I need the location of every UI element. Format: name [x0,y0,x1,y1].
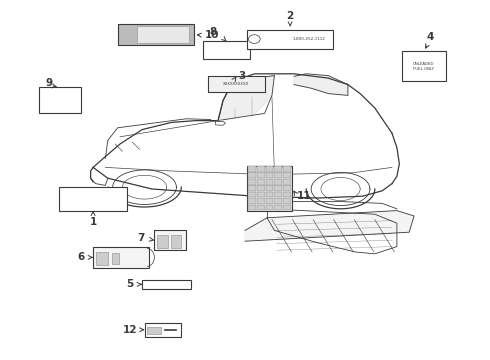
Bar [112,253,119,264]
Bar [154,230,186,250]
Bar [257,198,265,204]
Bar [283,198,291,204]
Bar [402,51,446,81]
Bar [203,41,250,59]
Bar [208,76,265,92]
Bar [171,235,181,248]
Bar [283,185,291,191]
Bar [59,187,127,211]
Polygon shape [113,170,176,204]
Bar [147,327,161,334]
Bar [274,185,282,191]
Bar [283,166,291,172]
Bar [257,185,265,191]
Bar [39,87,81,113]
Bar [274,204,282,210]
Text: 2: 2 [287,11,294,21]
Bar [266,204,273,210]
Bar [257,192,265,197]
Bar [248,185,256,191]
Polygon shape [294,74,348,95]
Bar [274,179,282,185]
Text: XXXXXXXXXX: XXXXXXXXXX [223,82,249,86]
Bar [247,166,292,211]
Bar [266,172,273,178]
Text: 1: 1 [90,217,97,227]
Bar [283,172,291,178]
Text: 10: 10 [204,30,219,40]
Bar [283,204,291,210]
Text: 3: 3 [238,71,245,81]
Bar [266,179,273,185]
Bar [274,166,282,172]
Bar [266,166,273,172]
Text: UNLEADED
FUEL ONLY: UNLEADED FUEL ONLY [413,62,435,71]
Bar [248,204,256,210]
Bar [274,198,282,204]
Polygon shape [216,121,225,125]
Text: 7: 7 [137,233,145,243]
Bar [257,166,265,172]
Bar [142,280,191,289]
Text: 8: 8 [210,27,217,37]
Bar [248,166,256,172]
Polygon shape [267,209,397,254]
Bar [93,247,149,268]
Text: 12: 12 [122,325,137,335]
Bar [96,252,108,265]
Bar [137,26,189,43]
Bar [257,204,265,210]
Bar [145,323,181,337]
Bar [257,179,265,185]
Bar [266,198,273,204]
Text: 5: 5 [126,279,133,289]
Bar [118,24,194,45]
Bar [248,198,256,204]
Bar [247,30,333,49]
Bar [266,185,273,191]
Polygon shape [245,211,414,241]
Polygon shape [218,76,274,121]
Bar [248,192,256,197]
Bar [283,179,291,185]
Text: 1-800-252-1112: 1-800-252-1112 [292,37,325,41]
Bar [257,172,265,178]
Bar [274,192,282,197]
Text: 6: 6 [77,252,84,262]
Bar [274,172,282,178]
Bar [283,192,291,197]
Bar [248,179,256,185]
Text: 9: 9 [46,78,52,88]
Bar [266,192,273,197]
Bar [248,172,256,178]
Bar [157,235,168,248]
Text: 4: 4 [426,32,434,42]
Polygon shape [311,172,370,206]
Text: 11: 11 [296,191,311,201]
